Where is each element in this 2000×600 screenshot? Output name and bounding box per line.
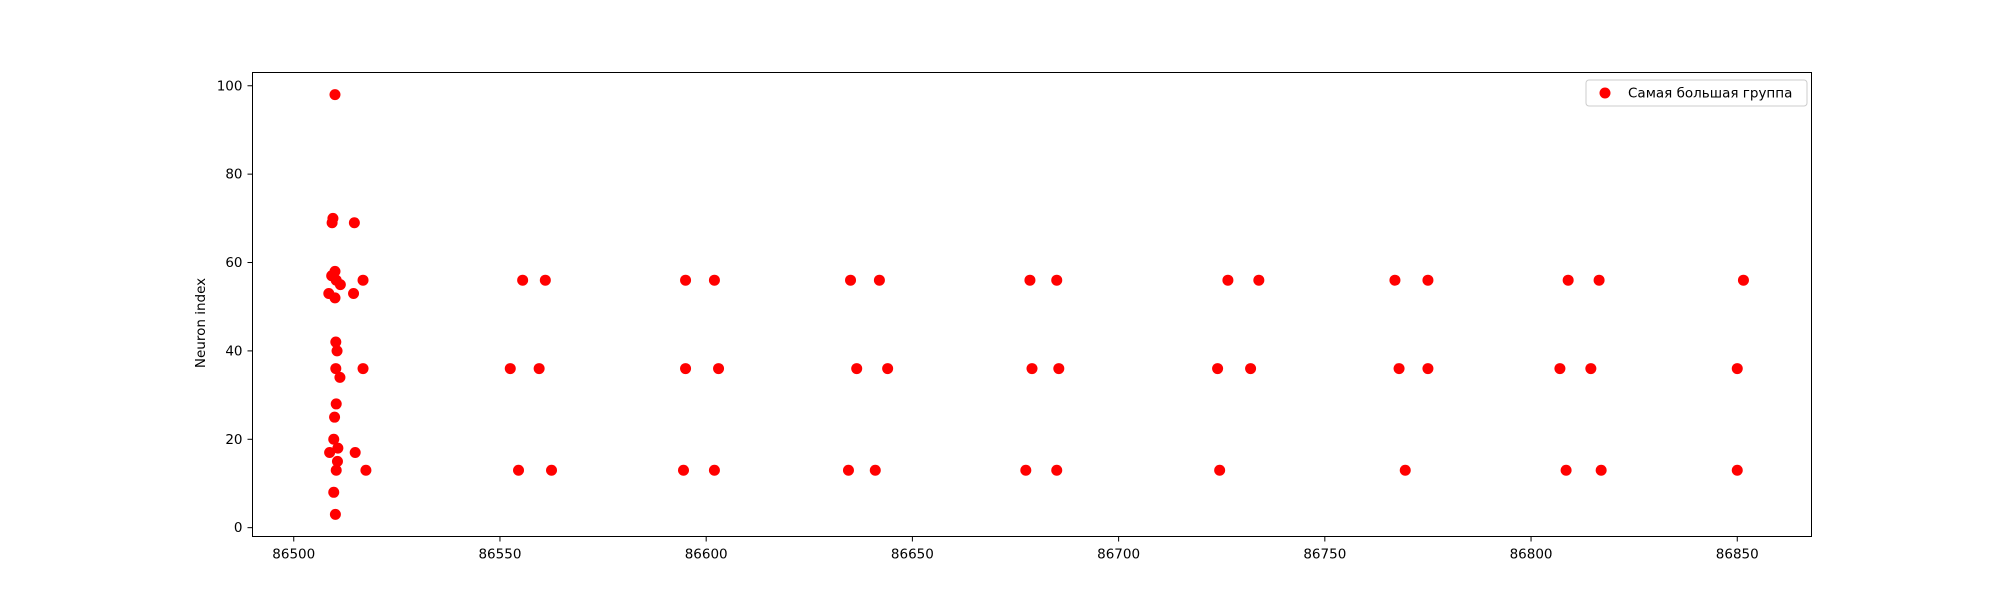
scatter-point <box>329 89 341 101</box>
scatter-point <box>331 345 343 357</box>
scatter-point <box>517 274 529 286</box>
scatter-point <box>1253 274 1265 286</box>
scatter-point <box>330 464 342 476</box>
scatter-point <box>349 447 361 459</box>
scatter-point <box>869 464 881 476</box>
scatter-point <box>324 447 336 459</box>
y-tick-label: 20 <box>225 432 242 448</box>
scatter-point <box>1585 363 1597 375</box>
scatter-point <box>513 464 525 476</box>
scatter-point <box>332 442 344 454</box>
y-tick-label: 0 <box>234 520 243 536</box>
scatter-point <box>330 363 342 375</box>
x-tick-label: 86700 <box>1097 547 1140 563</box>
y-axis: 0 20 40 60 80 100 <box>217 78 253 536</box>
x-tick-label: 86850 <box>1716 547 1759 563</box>
scatter-point <box>1595 464 1607 476</box>
scatter-point <box>1020 464 1032 476</box>
scatter-point <box>677 464 689 476</box>
scatter-point <box>680 363 692 375</box>
scatter-point <box>1422 363 1434 375</box>
scatter-point <box>533 363 545 375</box>
scatter-point <box>713 363 725 375</box>
scatter-point <box>851 363 863 375</box>
scatter-point <box>348 217 360 229</box>
scatter-point <box>1024 274 1036 286</box>
scatter-point <box>331 455 343 467</box>
legend-label: Самая большая группа <box>1628 86 1792 102</box>
scatter-point <box>348 287 360 299</box>
legend-marker <box>1599 87 1611 99</box>
x-tick-label: 86500 <box>272 547 315 563</box>
scatter-point <box>1026 363 1038 375</box>
scatter-point <box>1214 464 1226 476</box>
scatter-point <box>680 274 692 286</box>
scatter-point <box>334 279 346 291</box>
scatter-point <box>1053 363 1065 375</box>
scatter-point <box>330 336 342 348</box>
scatter-point <box>357 274 369 286</box>
x-axis: 86500 86550 86600 86650 86700 86750 86800 86850 <box>272 536 1759 563</box>
scatter-point <box>329 411 341 423</box>
x-tick-label: 86600 <box>685 547 728 563</box>
scatter-point <box>882 363 894 375</box>
plot-frame <box>252 72 1812 537</box>
scatter-point <box>1399 464 1411 476</box>
plot-area <box>323 89 1749 520</box>
scatter-point <box>1737 274 1749 286</box>
scatter-point <box>504 363 516 375</box>
scatter-point <box>1560 464 1572 476</box>
legend: Самая большая группа <box>1585 79 1808 107</box>
scatter-point <box>1212 363 1224 375</box>
scatter-point <box>1389 274 1401 286</box>
scatter-point <box>1245 363 1257 375</box>
scatter-point <box>1593 274 1605 286</box>
scatter-point <box>845 274 857 286</box>
scatter-point <box>873 274 885 286</box>
x-tick-label: 86650 <box>891 547 934 563</box>
scatter-point <box>329 292 341 304</box>
y-tick-label: 80 <box>225 167 242 183</box>
y-tick-label: 100 <box>217 78 243 94</box>
scatter-point <box>357 363 369 375</box>
scatter-point <box>1422 274 1434 286</box>
x-tick-label: 86550 <box>478 547 521 563</box>
scatter-point <box>334 371 346 383</box>
scatter-point <box>546 464 558 476</box>
y-tick-label: 60 <box>225 255 242 271</box>
scatter-point <box>708 274 720 286</box>
scatter-point <box>1051 464 1063 476</box>
y-tick-label: 40 <box>225 343 242 359</box>
scatter-point <box>708 464 720 476</box>
scatter-point <box>539 274 551 286</box>
scatter-point <box>1562 274 1574 286</box>
scatter-point <box>1051 274 1063 286</box>
scatter-point <box>842 464 854 476</box>
scatter-point <box>328 486 340 498</box>
x-tick-label: 86750 <box>1303 547 1346 563</box>
scatter-point <box>326 217 338 229</box>
scatter-point <box>1731 464 1743 476</box>
scatter-point <box>1554 363 1566 375</box>
x-tick-label: 86800 <box>1510 547 1553 563</box>
scatter-point <box>1222 274 1234 286</box>
scatter-point <box>330 398 342 410</box>
legend-box <box>1585 79 1808 107</box>
scatter-point <box>360 464 372 476</box>
y-axis-label: Neuron index <box>193 278 209 368</box>
scatter-point <box>1731 363 1743 375</box>
scatter-point <box>1393 363 1405 375</box>
scatter-point <box>328 433 340 445</box>
scatter-point <box>329 508 341 520</box>
